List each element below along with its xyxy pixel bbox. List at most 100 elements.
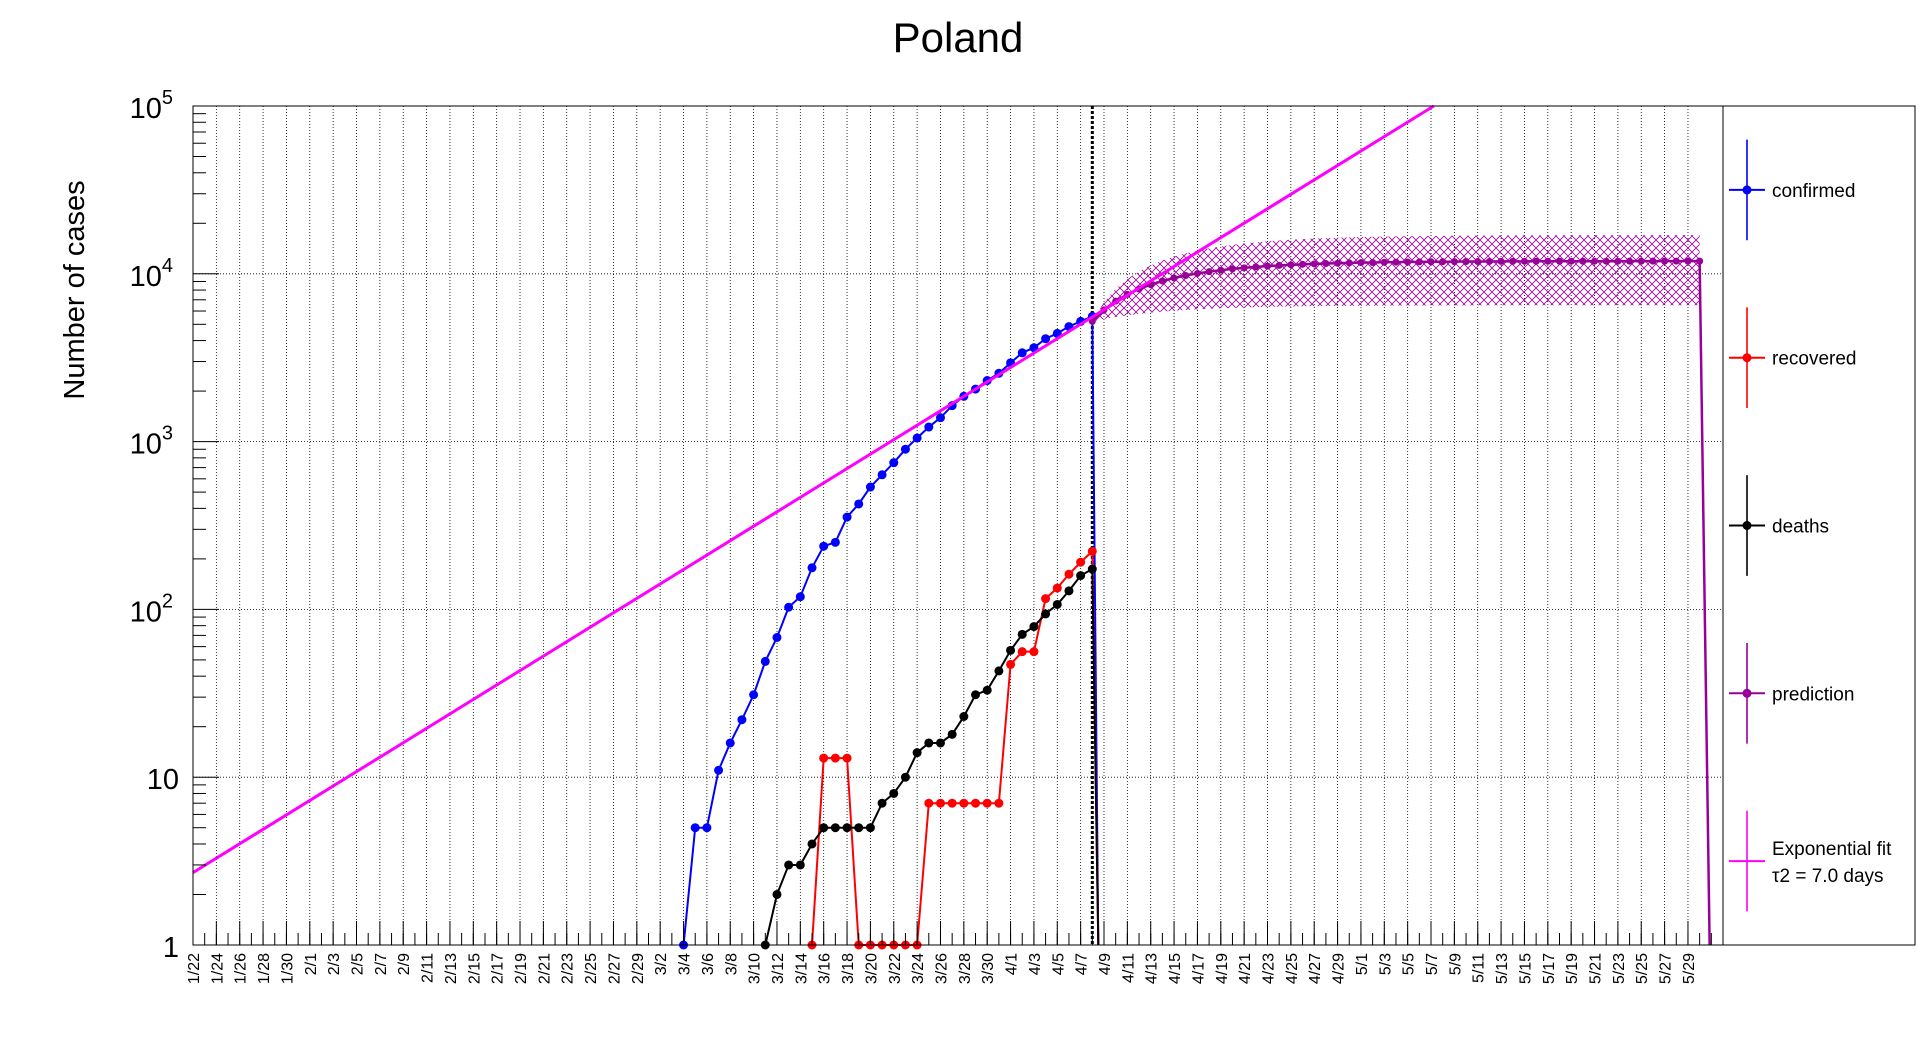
deaths-point [784,860,794,870]
recovered-point [935,798,945,808]
x-tick-label: 5/25 [1634,953,1651,984]
x-tick-label: 3/12 [770,953,787,984]
prediction-point [1205,268,1213,276]
confirmed-point [749,690,759,700]
legend-marker-dot [1742,688,1752,698]
prediction-point [1170,274,1178,282]
x-tick-label: 2/11 [420,953,437,983]
legend-label: prediction [1772,684,1854,705]
deaths-point [877,798,887,808]
prediction-point [1567,257,1575,265]
x-tick-label: 1/28 [256,953,273,984]
confirmed-point [795,592,805,602]
x-tick-label: 5/1 [1354,953,1371,975]
confirmed-point [912,433,922,443]
axes: 1/22 1/24 1/26 1/28 1/30 2/1 2/3 2/5 2/7 2/9 2/11 2… [130,87,1724,984]
prediction-point [1228,265,1236,273]
prediction-point [1602,257,1610,265]
legend-label: confirmed [1772,181,1855,202]
legend-label: recovered [1772,349,1857,370]
prediction-point [1299,260,1307,268]
x-tick-label: 2/17 [490,953,507,984]
confirmed-point [1041,334,1051,344]
x-tick-label: 4/5 [1050,953,1067,975]
confirmed-point [690,823,700,833]
x-tick-label: 5/27 [1658,953,1675,984]
x-tick-label: 5/5 [1401,953,1418,975]
deaths-point [982,685,992,695]
deaths-point [1052,599,1062,609]
deaths-point [1006,645,1016,655]
exponential-fit-line [192,104,1435,874]
legend-label: Exponential fit [1772,839,1892,860]
deaths-drop [1091,569,1100,946]
x-tick-label: 4/9 [1097,953,1114,975]
x-tick-label: 3/22 [887,953,904,984]
prediction-point [1193,269,1201,277]
deaths-point [854,823,864,833]
recovered-point [1017,647,1027,657]
x-tick-label: 2/1 [303,953,320,975]
x-tick-label: 3/26 [933,953,950,984]
prediction-point [1579,257,1587,265]
x-tick-label: 5/29 [1681,953,1698,984]
x-tick-label: 2/29 [630,953,647,984]
prediction-point [1462,258,1470,266]
grid [192,106,1723,945]
prediction-point [1404,258,1412,266]
deaths-point [889,788,899,798]
x-tick-label: 5/9 [1447,953,1464,975]
recovered-point [1029,647,1039,657]
prediction-point [1439,258,1447,266]
x-tick-label: 4/27 [1307,953,1324,984]
deaths-point [1029,622,1039,632]
recovered-point [1006,659,1016,669]
chart-title: Poland [893,14,1024,61]
confirmed-point [877,470,887,480]
confirmed-point [900,444,910,454]
recovered-point [842,753,852,763]
deaths-point [795,860,805,870]
recovered-point [982,798,992,808]
deaths-point [842,823,852,833]
x-tick-label: 3/18 [840,953,857,984]
x-tick-label: 4/19 [1214,953,1231,984]
recovered-point [819,753,829,763]
x-tick-label: 4/1 [1004,953,1021,975]
x-tick-label: 1/26 [233,953,250,984]
plot-background [193,106,1723,945]
deaths-point [819,823,829,833]
x-tick-label: 2/9 [396,953,413,975]
x-tick-label: 1/22 [186,953,203,984]
x-tick-label: 4/17 [1190,953,1207,984]
x-tick-label: 3/16 [817,953,834,984]
deaths-point [912,748,922,758]
deaths-point [1017,629,1027,639]
prediction-point [1520,257,1528,265]
prediction-point [1369,258,1377,266]
y-axis-label: Number of cases [59,180,91,399]
x-tick-label: 5/23 [1611,953,1628,984]
legend: confirmed recovered deaths prediction Expone… [1722,105,1916,946]
confirmed-point [830,537,840,547]
confirmed-point [737,715,747,725]
confirmed-point [924,422,934,432]
prediction-point [1591,257,1599,265]
recovered-point [971,798,981,808]
prediction-point [1217,266,1225,274]
prediction-point [1672,257,1680,265]
x-tick-label: 3/14 [793,953,810,984]
prediction-point [1614,257,1622,265]
prediction-point [1287,261,1295,269]
confirmed-point [935,413,945,423]
x-tick-label: 4/3 [1027,953,1044,975]
x-tick-label: 5/3 [1377,953,1394,975]
y-tick-label: 103 [130,423,173,461]
x-tick-label: 1/30 [279,953,296,984]
x-tick-label: 5/21 [1588,953,1605,984]
legend-marker-dot [1742,185,1752,195]
prediction-point [1485,257,1493,265]
x-tick-label: 2/27 [606,953,623,984]
recovered-point [924,798,934,808]
prediction-point [1182,272,1190,280]
